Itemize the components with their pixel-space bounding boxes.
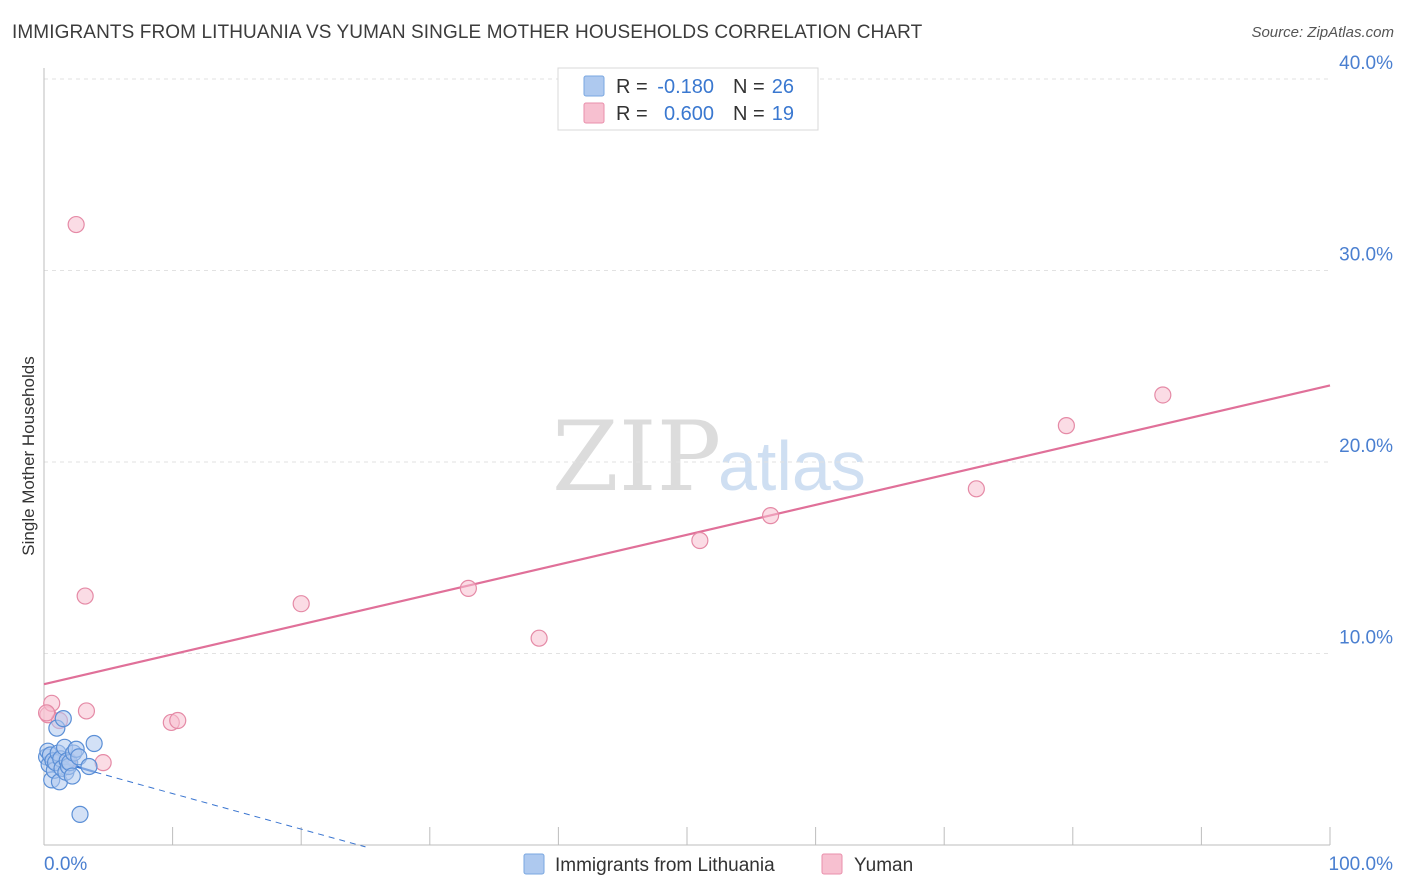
y-tick-labels: 10.0% 20.0% 30.0% 40.0% — [1339, 53, 1393, 649]
y-axis-label: Single Mother Households — [19, 356, 38, 555]
point-yuman-16 — [1057, 417, 1075, 435]
source-label: Source: ZipAtlas.com — [1251, 24, 1394, 41]
legend-r-label-0: R = — [616, 76, 648, 98]
series-legend-label-lithuania: Immigrants from Lithuania — [555, 855, 775, 876]
point-yuman-15 — [967, 480, 985, 498]
point-yuman-3 — [67, 215, 85, 234]
point-lithuania-24 — [85, 734, 103, 753]
point-yuman-18 — [37, 704, 56, 722]
legend-r-label-1: R = — [616, 103, 648, 125]
legend-n-value-1: 19 — [772, 103, 794, 125]
point-yuman-13 — [691, 531, 709, 550]
point-lithuania-25 — [71, 805, 89, 823]
series-legend-swatch-lithuania — [523, 853, 545, 875]
legend-r-value-0: -0.180 — [657, 76, 714, 98]
point-lithuania-19 — [63, 767, 81, 785]
watermark-zip: ZIP — [552, 401, 721, 513]
legend-r-value-1: 0.600 — [664, 103, 714, 125]
trend-line-yuman — [43, 384, 1331, 686]
x-axis-ticks — [172, 827, 1331, 845]
series-legend: Immigrants from Lithuania Yuman — [523, 853, 913, 876]
data-points — [37, 215, 1172, 823]
legend-n-label-1: N = — [733, 103, 765, 125]
point-yuman-17 — [1154, 386, 1172, 404]
x-tick-label-min: 0.0% — [44, 854, 87, 875]
point-yuman-7 — [94, 754, 112, 772]
point-yuman-11 — [459, 579, 477, 597]
point-lithuania-23 — [80, 757, 98, 776]
y-tick-label-10: 10.0% — [1339, 628, 1393, 649]
point-yuman-10 — [292, 595, 310, 613]
point-yuman-12 — [530, 629, 548, 647]
y-tick-label-20: 20.0% — [1339, 436, 1393, 457]
y-tick-label-30: 30.0% — [1339, 245, 1393, 266]
point-yuman-5 — [77, 702, 96, 720]
trend-line-lithuania-extension — [95, 771, 366, 848]
series-legend-label-yuman: Yuman — [854, 855, 913, 876]
watermark-atlas: atlas — [718, 427, 866, 505]
legend-swatch-lithuania — [583, 75, 605, 97]
point-yuman-9 — [169, 711, 187, 730]
chart-title: IMMIGRANTS FROM LITHUANIA VS YUMAN SINGL… — [12, 22, 923, 43]
point-yuman-14 — [761, 507, 780, 525]
point-yuman-4 — [76, 587, 94, 605]
legend-swatch-yuman — [583, 102, 605, 124]
x-tick-label-max: 100.0% — [1329, 854, 1394, 875]
stats-legend: R = -0.180 N = 26 R = 0.600 N = 19 — [557, 67, 819, 131]
point-lithuania-13 — [54, 710, 72, 728]
series-legend-swatch-yuman — [821, 853, 843, 875]
legend-n-label-0: N = — [733, 76, 765, 98]
gridlines — [44, 78, 1330, 654]
y-tick-label-40: 40.0% — [1339, 53, 1393, 74]
legend-n-value-0: 26 — [772, 76, 794, 98]
